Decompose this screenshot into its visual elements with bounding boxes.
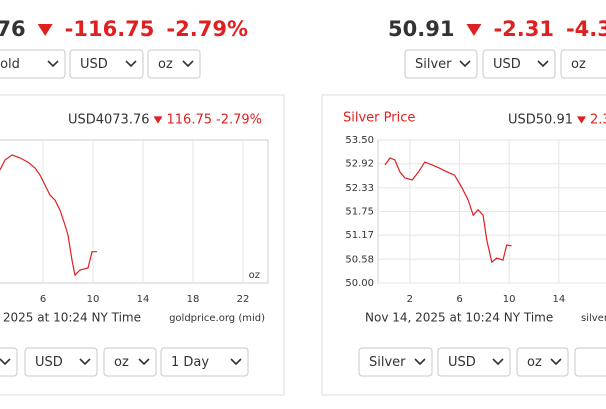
chart-title: Silver Price — [343, 111, 415, 126]
dropdown-arrow[interactable] — [182, 60, 194, 68]
dropdown-arrow[interactable] — [0, 358, 11, 366]
dropdown-arrow[interactable] — [537, 60, 549, 68]
dropdown-label[interactable]: USD — [80, 57, 108, 72]
dropdown[interactable]: Silver — [404, 49, 478, 79]
dropdown-box[interactable] — [0, 347, 18, 377]
dropdown-arrow[interactable] — [550, 358, 562, 366]
dropdown[interactable]: oz — [147, 49, 201, 79]
header-change: 2.31 — [590, 113, 606, 128]
dropdown[interactable] — [574, 347, 606, 377]
dropdown[interactable]: oz — [103, 347, 157, 377]
price-line — [0, 154, 97, 277]
dropdown-box[interactable] — [0, 49, 66, 79]
dropdown[interactable]: Silver — [358, 347, 433, 377]
dropdown[interactable]: Gold — [0, 49, 66, 79]
dropdown-arrow[interactable] — [79, 358, 91, 366]
dropdown-arrow[interactable] — [138, 358, 150, 366]
dropdown-label[interactable]: oz — [527, 355, 542, 370]
x-tick-label: 18 — [187, 294, 200, 305]
change-percent: -2.79% — [166, 17, 248, 41]
dropdown-label[interactable]: oz — [158, 57, 173, 72]
dropdown[interactable]: USD — [437, 347, 511, 377]
dropdown-box[interactable] — [437, 347, 511, 377]
x-tick-label: 6 — [456, 294, 462, 305]
dropdown-box[interactable] — [147, 49, 201, 79]
y-tick-label: 50.00 — [345, 278, 374, 289]
dropdown-arrow[interactable] — [459, 60, 471, 68]
y-tick-label: 52.33 — [345, 183, 374, 194]
x-tick-label: 22 — [237, 294, 250, 305]
dropdown[interactable]: oz — [560, 49, 606, 79]
dropdown-label[interactable]: Silver — [415, 57, 452, 72]
change: -116.75 — [65, 17, 155, 41]
y-tick-label: 53.50 — [345, 135, 374, 146]
dropdown-arrow[interactable] — [414, 358, 426, 366]
x-tick-label: 6 — [40, 294, 46, 305]
source: silverprice.org (mid) — [581, 313, 606, 324]
dropdown[interactable] — [0, 347, 18, 377]
dropdown-box[interactable] — [24, 347, 98, 377]
change: -2.31 — [493, 17, 554, 41]
down-triangle — [466, 24, 482, 36]
dropdown-label[interactable]: oz — [114, 355, 129, 370]
x-tick-label: 2 — [407, 294, 413, 305]
dropdown[interactable]: oz — [516, 347, 569, 377]
dropdown-label[interactable]: USD — [493, 57, 521, 72]
y-tick-label: 50.58 — [345, 254, 374, 265]
timestamp: Nov 14, 2025 at 10:24 NY Time — [0, 311, 141, 325]
header-change: 116.75 — [167, 113, 213, 128]
down-triangle — [37, 24, 53, 36]
price-line — [384, 157, 512, 264]
down-triangle — [153, 116, 163, 124]
x-tick-label: 14 — [137, 294, 150, 305]
price: 50.91 — [388, 17, 454, 41]
plot-frame — [0, 139, 269, 284]
dropdown[interactable]: 1 Day — [160, 347, 249, 377]
dropdown-arrow[interactable] — [492, 358, 504, 366]
dropdown[interactable]: USD — [482, 49, 556, 79]
dropdown-box[interactable] — [516, 347, 569, 377]
change-percent: -4.36% — [566, 17, 606, 41]
dropdown-box[interactable] — [69, 49, 144, 79]
header-price: USD4073.76 — [68, 113, 150, 128]
dropdown-box[interactable] — [160, 347, 249, 377]
dropdown-arrow[interactable] — [125, 60, 137, 68]
dropdown-box[interactable] — [103, 347, 157, 377]
dropdown-arrow[interactable] — [47, 60, 59, 68]
source: goldprice.org (mid) — [169, 313, 265, 324]
dropdown-label[interactable]: oz — [571, 57, 586, 72]
dropdown-box[interactable] — [358, 347, 433, 377]
dropdown-label[interactable]: Silver — [369, 355, 406, 370]
dropdown-arrow[interactable] — [230, 358, 242, 366]
dropdown[interactable]: USD — [24, 347, 98, 377]
dropdown-label[interactable]: USD — [448, 355, 476, 370]
dropdown-label[interactable]: Gold — [0, 57, 20, 72]
header-percent: -2.79% — [216, 113, 262, 128]
down-triangle — [577, 116, 586, 124]
dropdown-label[interactable]: USD — [35, 355, 63, 370]
y-tick-label: 52.92 — [345, 159, 374, 170]
dropdown[interactable]: USD — [69, 49, 144, 79]
dropdown-box[interactable] — [574, 347, 606, 377]
y-tick-label: 51.17 — [345, 230, 374, 241]
x-tick-label: 10 — [503, 294, 516, 305]
dropdown-box[interactable] — [482, 49, 556, 79]
dropdown-box[interactable] — [404, 49, 478, 79]
timestamp: Nov 14, 2025 at 10:24 NY Time — [365, 311, 553, 325]
unit-label: oz — [249, 270, 260, 281]
y-tick-label: 51.75 — [345, 207, 374, 218]
dropdown-box[interactable] — [560, 49, 606, 79]
header-price: USD50.91 — [508, 113, 573, 128]
x-tick-label: 14 — [552, 294, 565, 305]
dropdown-label[interactable]: 1 Day — [171, 355, 209, 370]
x-tick-label: 10 — [87, 294, 100, 305]
price: 4073.76 — [0, 17, 26, 41]
